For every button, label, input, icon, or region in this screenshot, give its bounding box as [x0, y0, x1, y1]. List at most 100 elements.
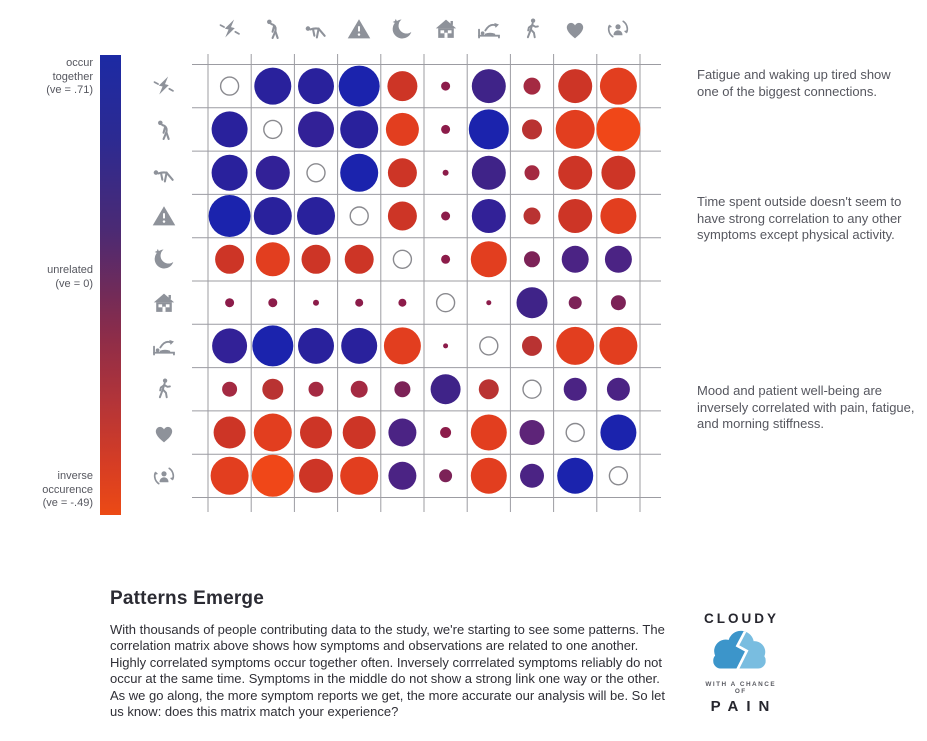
matrix-cell	[313, 299, 319, 306]
mood-icon	[151, 420, 177, 446]
matrix-top-icons	[192, 13, 661, 47]
correlation-scalebar	[100, 55, 121, 515]
scale-label-occur-together: occur together (ve = .71)	[46, 57, 93, 96]
matrix-cell	[558, 69, 593, 104]
matrix-cell	[558, 155, 593, 190]
matrix-cell	[441, 211, 451, 221]
matrix-cell	[253, 413, 292, 452]
matrix-cell	[522, 335, 542, 356]
matrix-cell	[338, 65, 380, 107]
matrix-cell	[298, 68, 334, 105]
matrix-cell	[308, 381, 324, 397]
waking-up-tired-icon	[151, 333, 177, 359]
matrix-self-cell	[392, 249, 413, 270]
logo-pain-text: PAIN	[710, 698, 778, 715]
fatigue-icon	[260, 16, 286, 42]
matrix-cell	[208, 195, 251, 237]
matrix-self-cell	[565, 422, 585, 443]
pain-icon	[151, 73, 177, 99]
matrix-cell	[385, 112, 419, 146]
matrix-cell	[599, 67, 637, 105]
matrix-cell	[443, 343, 449, 349]
matrix-cell	[430, 374, 461, 405]
matrix-cell	[471, 155, 506, 190]
matrix-cell	[212, 328, 248, 364]
morning-stiffness-icon	[151, 160, 177, 186]
matrix-cell	[524, 165, 540, 181]
matrix-cell	[606, 377, 630, 401]
mood-icon	[562, 16, 588, 42]
matrix-cell	[478, 379, 499, 400]
matrix-cell	[596, 107, 641, 152]
matrix-self-cell	[608, 466, 629, 486]
matrix-cell	[600, 198, 637, 234]
matrix-self-cell	[435, 292, 456, 313]
pain-icon	[217, 16, 243, 42]
story-body: With thousands of people contributing da…	[110, 622, 665, 720]
cloud-lightning-icon	[713, 630, 766, 669]
morning-stiffness-icon	[303, 16, 329, 42]
matrix-cell	[439, 469, 453, 483]
matrix-cell	[599, 326, 638, 365]
matrix-cell	[298, 111, 334, 148]
matrix-cell	[268, 298, 278, 308]
matrix-cell	[213, 416, 246, 449]
matrix-self-cell	[522, 379, 542, 399]
matrix-cell	[300, 416, 332, 449]
matrix-cell	[387, 201, 417, 231]
annotation-time-outside: Time spent outside doesn't seem to have …	[697, 194, 902, 242]
matrix-self-cell	[219, 76, 240, 96]
matrix-cell	[388, 418, 417, 447]
matrix-cell	[340, 456, 379, 495]
matrix-self-cell	[479, 336, 499, 356]
physical-activity-icon	[519, 16, 545, 42]
annotation-mood-wellbeing: Mood and patient well-being are inversel…	[697, 383, 915, 431]
matrix-cell	[251, 454, 294, 497]
waking-up-tired-icon	[476, 16, 502, 42]
matrix-cell	[440, 427, 452, 438]
matrix-cell	[470, 414, 507, 451]
matrix-cell	[471, 199, 506, 233]
flare-icon	[346, 16, 372, 42]
matrix-cell	[394, 381, 411, 398]
matrix-cell	[470, 241, 507, 278]
matrix-cell	[297, 197, 335, 235]
sleep-quality-icon	[389, 16, 415, 42]
matrix-cell	[468, 109, 509, 150]
matrix-cell	[441, 254, 451, 264]
matrix-cell	[340, 153, 379, 192]
flare-icon	[151, 203, 177, 229]
matrix-cell	[344, 244, 374, 274]
matrix-cell	[610, 295, 626, 311]
fatigue-icon	[151, 117, 177, 143]
matrix-cell	[301, 244, 331, 274]
matrix-left-icons	[150, 54, 184, 512]
matrix-cell	[398, 298, 407, 307]
matrix-cell	[442, 169, 449, 176]
matrix-cell	[600, 414, 637, 451]
matrix-cell	[555, 109, 595, 149]
matrix-cell	[341, 327, 378, 364]
matrix-cell	[340, 110, 379, 149]
matrix-cell	[355, 298, 364, 307]
logo-with-a-chance-of-text: WITH A CHANCE OF	[705, 681, 777, 695]
matrix-cell	[255, 242, 290, 277]
matrix-cell	[222, 381, 238, 397]
matrix-cell	[522, 119, 542, 140]
annotation-fatigue-waking: Fatigue and waking up tired show one of …	[697, 67, 891, 99]
physical-activity-icon	[151, 376, 177, 402]
matrix-cell	[557, 457, 594, 494]
matrix-cell	[253, 197, 292, 235]
matrix-cell	[568, 296, 582, 310]
matrix-cell	[516, 287, 548, 319]
matrix-cell	[298, 327, 334, 364]
matrix-self-cell	[306, 163, 326, 183]
matrix-cell	[604, 245, 632, 273]
matrix-cell	[254, 67, 292, 105]
matrix-self-cell	[349, 206, 369, 226]
matrix-cell	[211, 111, 248, 148]
matrix-cell	[210, 456, 249, 495]
sleep-quality-icon	[151, 246, 177, 272]
correlation-matrix-svg	[192, 54, 661, 512]
logo-cloudy-text: CLOUDY	[704, 611, 779, 626]
